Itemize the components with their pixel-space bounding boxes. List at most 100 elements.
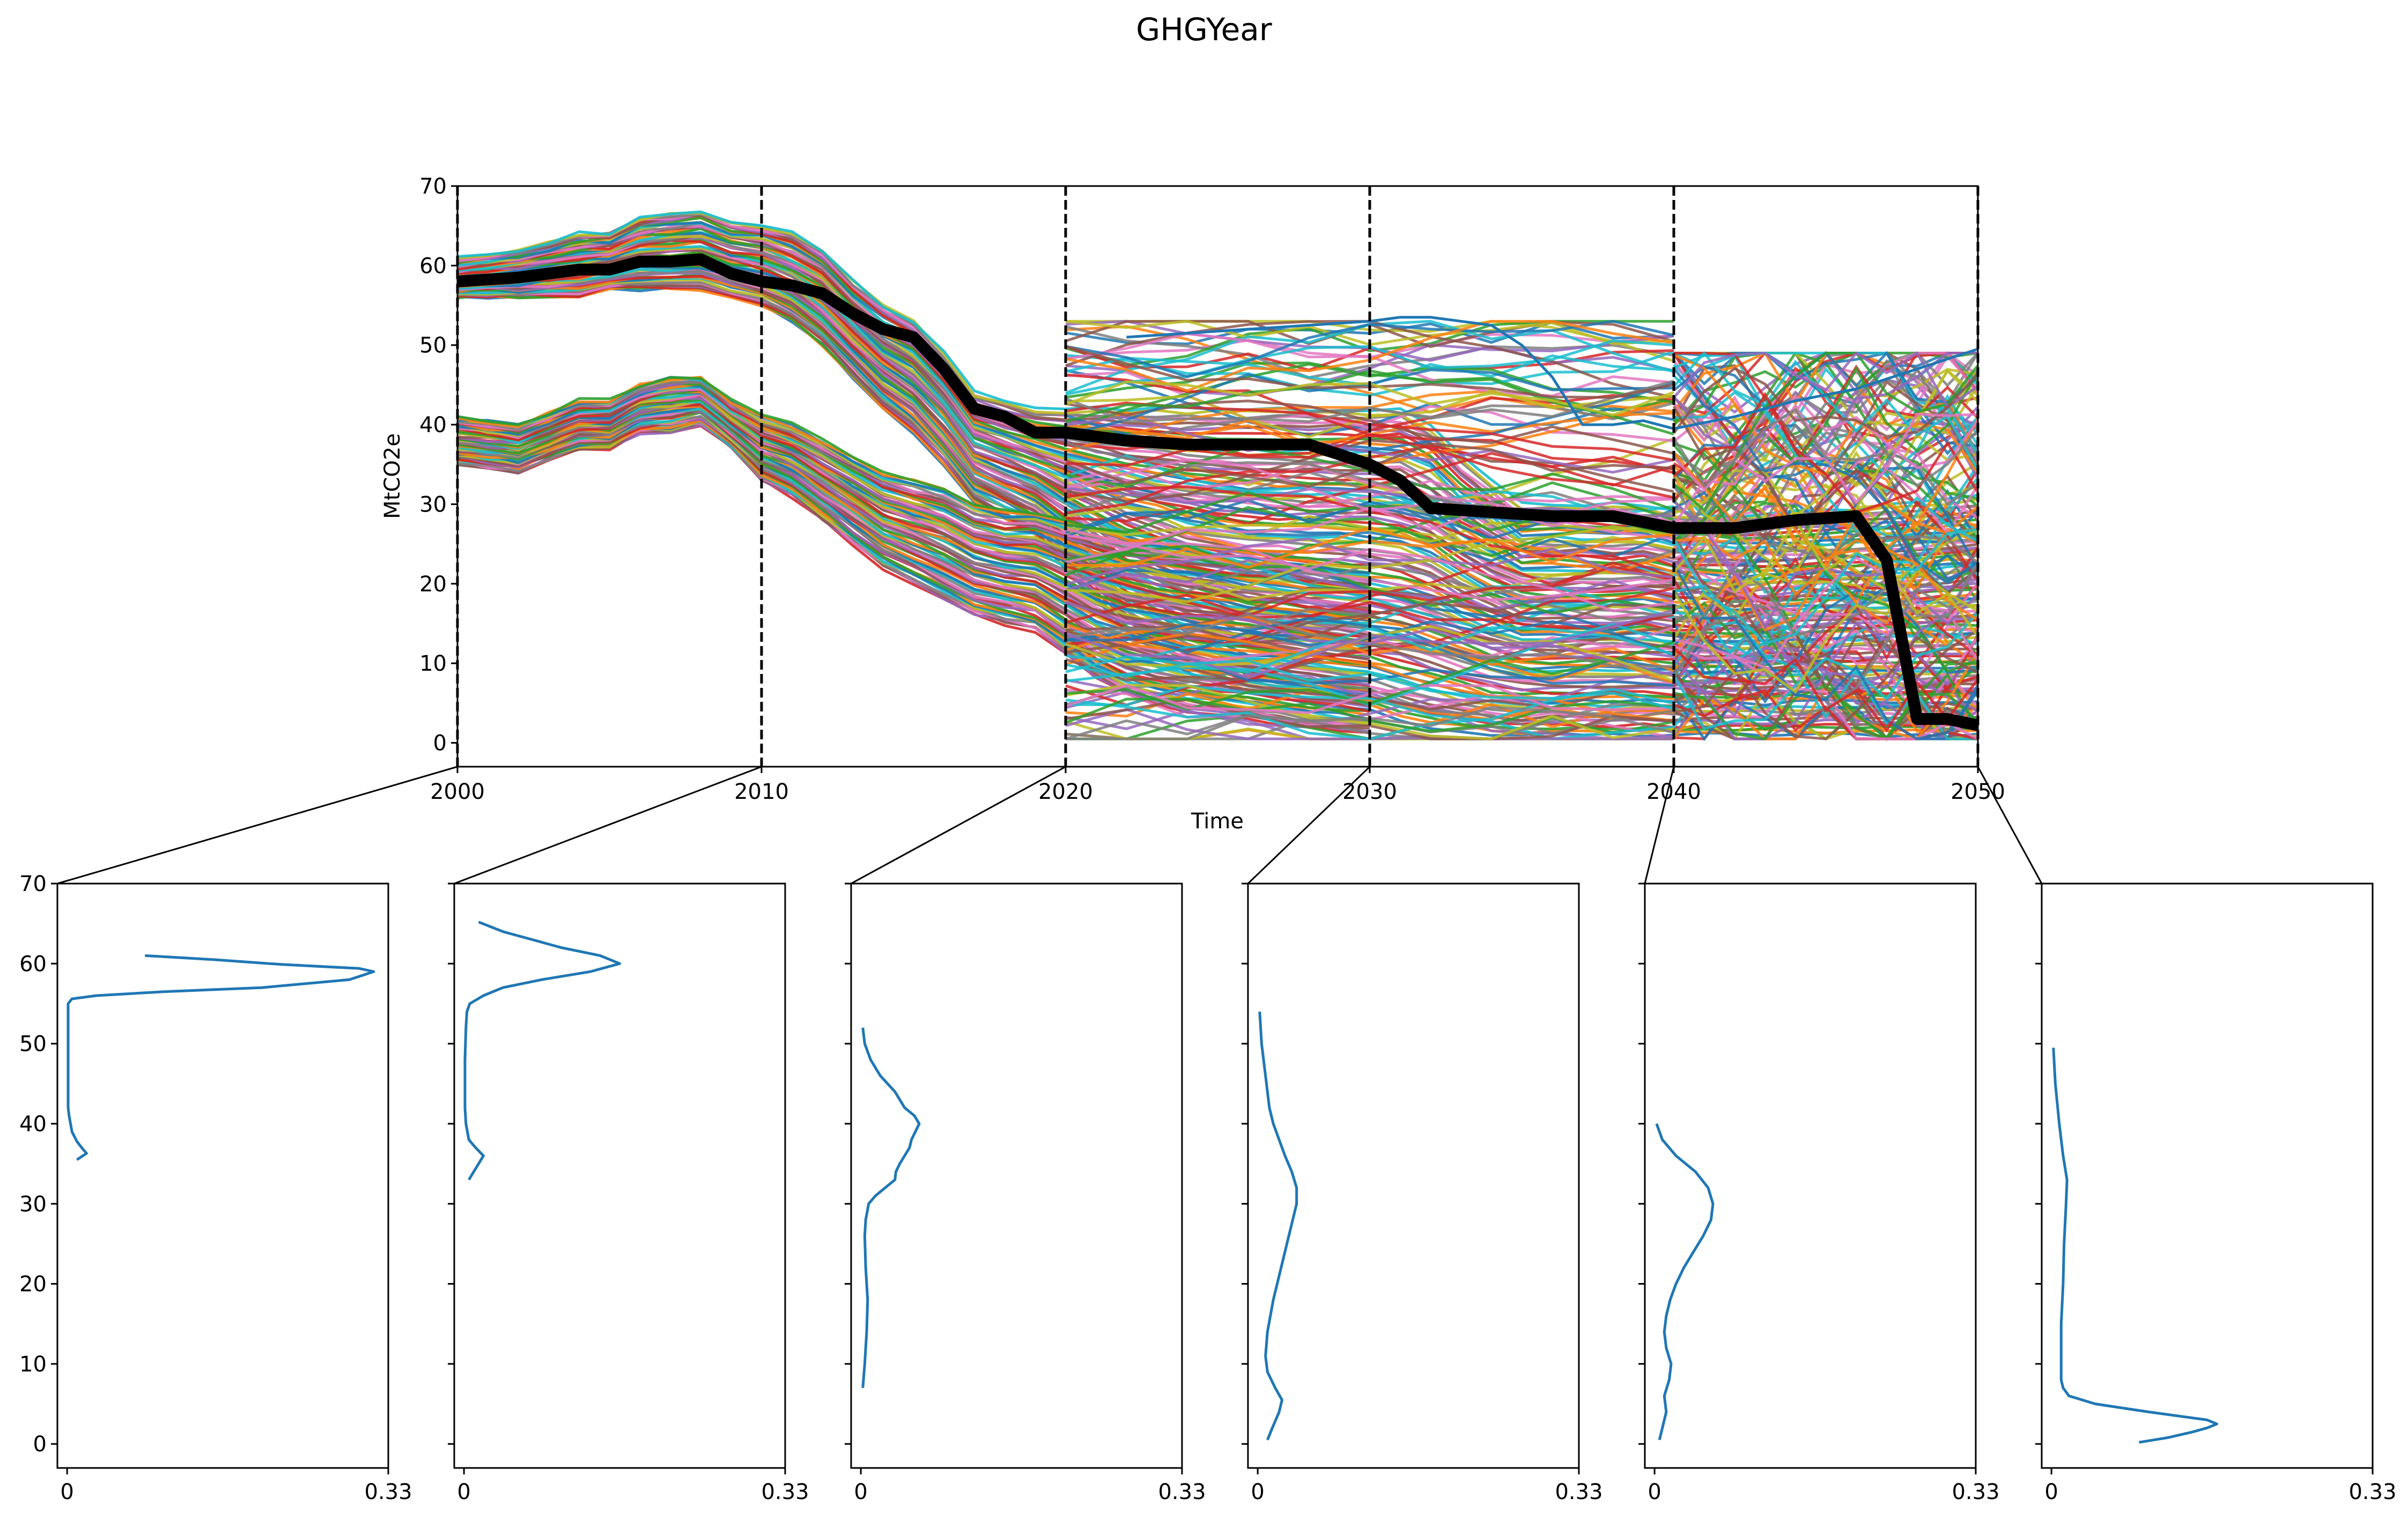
x-tick-label: 0 <box>457 1480 470 1504</box>
x-tick-label: 0 <box>854 1480 867 1504</box>
x-tick-label: 2030 <box>1342 780 1397 804</box>
x-tick-label: 0.33 <box>1158 1480 1206 1504</box>
scenario-line <box>1672 611 1978 730</box>
x-tick-label: 0.33 <box>761 1480 809 1504</box>
zoom-connector-line <box>1644 766 1675 884</box>
x-tick-label: 0.33 <box>364 1480 412 1504</box>
x-tick-label: 0.33 <box>1952 1480 1999 1504</box>
x-tick-label: 2010 <box>734 780 789 804</box>
scenario-lines <box>457 210 1978 741</box>
zoom-connector-line <box>851 766 1066 885</box>
zoom-connector-line <box>1977 766 2043 884</box>
scenario-line <box>1065 537 1674 586</box>
density-curve <box>2052 1047 2219 1444</box>
y-tick-label: 10 <box>19 1352 47 1377</box>
scenario-edge-line <box>1126 316 1978 431</box>
x-tick-label: 0.33 <box>2348 1480 2396 1504</box>
y-tick-label: 30 <box>419 492 447 517</box>
scenario-line <box>1065 601 1674 654</box>
scenario-line <box>1672 407 1978 488</box>
scenario-line <box>1673 365 1978 484</box>
x-tick-label: 0 <box>1251 1480 1264 1504</box>
y-tick-label: 0 <box>433 731 447 755</box>
x-axis-title: Time <box>1191 809 1244 834</box>
main-plot-frame <box>456 185 1979 768</box>
x-tick-label: 2000 <box>430 780 485 804</box>
density-panel-frame <box>453 882 786 1469</box>
y-tick-label: 30 <box>19 1192 47 1217</box>
y-tick-label: 60 <box>19 952 47 976</box>
density-panel-2000: 0 10 20 30 40 50 60 70 0 0.33 <box>19 872 412 1504</box>
scenario-line <box>457 377 1370 584</box>
zoom-connector-line <box>1247 766 1371 885</box>
scenario-line <box>1673 351 1978 409</box>
scenario-line <box>457 394 1370 638</box>
density-curve <box>67 954 375 1161</box>
scenario-line <box>1673 352 1978 513</box>
x-axis-ticks: 2000 2010 2020 2030 2040 2050 <box>430 767 2005 804</box>
scenario-line <box>1673 351 1978 471</box>
x-tick-label: 2020 <box>1038 780 1093 804</box>
density-panel-frame <box>56 882 389 1469</box>
y-tick-label: 10 <box>419 651 447 676</box>
scenario-line <box>1065 510 1674 562</box>
density-curve <box>861 1027 921 1388</box>
scenario-line <box>1673 451 1978 621</box>
y-axis-ticks: 0 10 20 30 40 50 60 70 <box>419 174 457 755</box>
scenario-line <box>1065 399 1674 455</box>
scenario-line <box>1673 601 1978 741</box>
zoom-connector-line <box>454 766 762 885</box>
scenario-line <box>1672 658 1978 741</box>
density-panel-2010: 0 0.33 <box>448 882 809 1504</box>
x-tick-label: 0 <box>2044 1480 2058 1504</box>
zoom-connector-line <box>57 766 458 885</box>
y-tick-label: 70 <box>19 872 47 896</box>
main-plot: 2000 2010 2020 2030 2040 2050 010203040506070… <box>380 174 2005 834</box>
x-tick-label: 0.33 <box>1555 1480 1602 1504</box>
scenario-line <box>1673 351 1978 443</box>
y-tick-label: 70 <box>419 174 447 199</box>
scenario-line <box>1673 368 1978 518</box>
scenario-line <box>1065 565 1674 630</box>
scenario-line <box>1672 351 1978 440</box>
y-tick-label: 50 <box>19 1032 47 1057</box>
scenario-line <box>1672 535 1978 692</box>
scenario-line <box>1673 518 1978 638</box>
scenario-line <box>1673 510 1978 609</box>
scenario-line <box>1672 393 1978 526</box>
figure-title: GHGYear <box>1136 11 1272 48</box>
density-panel-frame <box>1644 882 1977 1469</box>
density-curve <box>463 921 621 1181</box>
density-panel-2020: 0 0.33 <box>845 882 1206 1504</box>
density-panel-2040: 0 0.33 <box>1638 882 2000 1504</box>
scenario-line <box>1065 670 1674 730</box>
scenario-line <box>1065 320 1674 379</box>
y-tick-label: 40 <box>419 413 447 437</box>
scenario-line <box>1672 367 1978 438</box>
scenario-line <box>1065 684 1674 740</box>
y-tick-label: 60 <box>419 254 447 278</box>
y-tick-label: 20 <box>19 1272 47 1297</box>
y-axis-title: MtCO2e <box>380 433 405 519</box>
x-tick-label: 0 <box>60 1480 73 1504</box>
y-tick-label: 40 <box>19 1112 47 1137</box>
scenario-line <box>457 411 1370 691</box>
density-curve <box>1655 1123 1715 1441</box>
density-panel-2030: 0 0.33 <box>1242 882 1603 1504</box>
scenario-line <box>1672 563 1978 740</box>
density-panel-2050: 0 0.33 <box>2035 882 2397 1504</box>
scenario-line <box>1065 544 1674 615</box>
scenario-line <box>1673 633 1978 741</box>
scenario-line <box>1672 528 1978 646</box>
scenario-line <box>1673 529 1978 640</box>
scenario-line <box>1673 638 1978 740</box>
scenario-line <box>1065 433 1674 499</box>
scenario-line <box>457 415 1370 713</box>
scenario-line <box>1673 635 1978 740</box>
scenario-line <box>457 416 1370 707</box>
scenario-line <box>1672 406 1978 595</box>
scenario-line <box>1673 391 1978 514</box>
zoom-connectors <box>57 766 2043 885</box>
